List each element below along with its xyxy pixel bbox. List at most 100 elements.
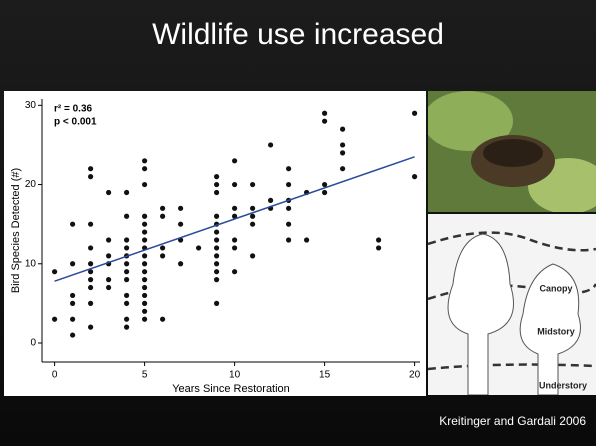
data-point xyxy=(70,292,76,299)
diagram-label: Understory xyxy=(539,380,587,390)
data-point xyxy=(124,316,130,322)
data-point xyxy=(142,166,148,172)
data-point xyxy=(340,150,346,156)
y-axis-label: Bird Species Detected (#) xyxy=(10,168,22,293)
data-point xyxy=(412,174,418,180)
leaf xyxy=(428,91,513,151)
data-point xyxy=(214,277,220,283)
tree xyxy=(447,233,514,395)
data-point xyxy=(124,300,130,306)
data-point xyxy=(88,166,94,172)
data-point xyxy=(70,332,76,338)
data-point xyxy=(214,181,220,188)
data-point xyxy=(214,229,220,235)
data-point xyxy=(214,300,220,306)
layer-line xyxy=(428,231,596,252)
data-point xyxy=(322,110,328,116)
data-point xyxy=(142,221,148,227)
data-point xyxy=(106,237,112,243)
diagram-label: Midstory xyxy=(537,326,575,336)
data-point xyxy=(250,213,256,219)
data-point xyxy=(250,253,256,259)
data-point xyxy=(142,158,148,164)
data-point xyxy=(142,308,148,314)
data-point xyxy=(142,253,148,259)
data-point xyxy=(160,253,166,259)
data-point xyxy=(142,277,148,283)
data-point xyxy=(178,221,184,227)
x-axis-label: Years Since Restoration xyxy=(172,383,290,395)
data-point xyxy=(88,284,94,291)
data-point xyxy=(88,221,94,227)
data-point xyxy=(124,189,130,196)
data-point xyxy=(214,237,220,243)
data-point xyxy=(268,197,274,203)
data-point xyxy=(142,229,148,235)
x-tick-label: 0 xyxy=(52,370,58,381)
nest-photo xyxy=(428,91,596,212)
data-point xyxy=(178,205,184,211)
data-point xyxy=(232,158,238,164)
forest-diagram: Canopy Midstory Understory xyxy=(428,214,596,395)
data-point xyxy=(340,142,346,148)
data-point xyxy=(160,245,166,251)
data-point xyxy=(70,261,76,267)
data-point xyxy=(142,181,148,188)
data-point xyxy=(232,181,238,188)
data-point xyxy=(286,205,292,211)
citation: Kreitinger and Gardali 2006 xyxy=(439,414,586,428)
data-point xyxy=(250,205,256,211)
data-point xyxy=(124,324,130,330)
data-point xyxy=(124,269,130,275)
data-point xyxy=(142,316,148,322)
data-point xyxy=(178,261,184,267)
y-tick-label: 30 xyxy=(25,100,37,111)
data-point xyxy=(70,316,76,322)
data-point xyxy=(232,237,238,243)
data-point xyxy=(124,237,130,243)
data-point xyxy=(70,221,76,227)
data-point xyxy=(88,300,94,306)
data-point xyxy=(88,324,94,330)
data-point xyxy=(214,213,220,219)
data-point xyxy=(214,174,220,180)
nest-cup xyxy=(483,139,543,167)
data-point xyxy=(232,205,238,211)
y-tick-label: 20 xyxy=(25,179,37,190)
data-point xyxy=(124,245,130,251)
chart: 0 10 20 30 0 5 10 15 20 Years Since Restoration Bi… xyxy=(4,91,426,396)
data-point xyxy=(268,142,274,148)
data-point xyxy=(340,126,346,132)
tree xyxy=(519,263,581,395)
data-point xyxy=(322,189,328,196)
x-tick-label: 10 xyxy=(229,370,241,381)
data-point xyxy=(106,189,112,196)
x-tick-label: 15 xyxy=(319,370,331,381)
data-point xyxy=(214,269,220,275)
data-point xyxy=(232,213,238,219)
data-point xyxy=(160,205,166,211)
y-tick-label: 10 xyxy=(25,258,37,269)
data-point xyxy=(106,253,112,259)
data-point xyxy=(250,181,256,188)
data-point xyxy=(124,292,130,299)
data-point xyxy=(70,300,76,306)
trend-line xyxy=(54,156,415,282)
data-point xyxy=(376,237,382,243)
data-point xyxy=(124,213,130,219)
chart-background xyxy=(4,91,426,396)
data-point xyxy=(340,166,346,172)
x-tick-label: 20 xyxy=(409,370,421,381)
data-point xyxy=(106,277,112,283)
data-point xyxy=(142,237,148,243)
slide-title: Wildlife use increased xyxy=(152,18,444,51)
data-point xyxy=(322,118,328,124)
data-point xyxy=(286,237,292,243)
data-point xyxy=(106,284,112,291)
data-point xyxy=(52,316,58,322)
data-point xyxy=(232,269,238,275)
data-point xyxy=(160,316,166,322)
y-tick-label: 0 xyxy=(30,338,36,349)
data-point xyxy=(376,245,382,251)
